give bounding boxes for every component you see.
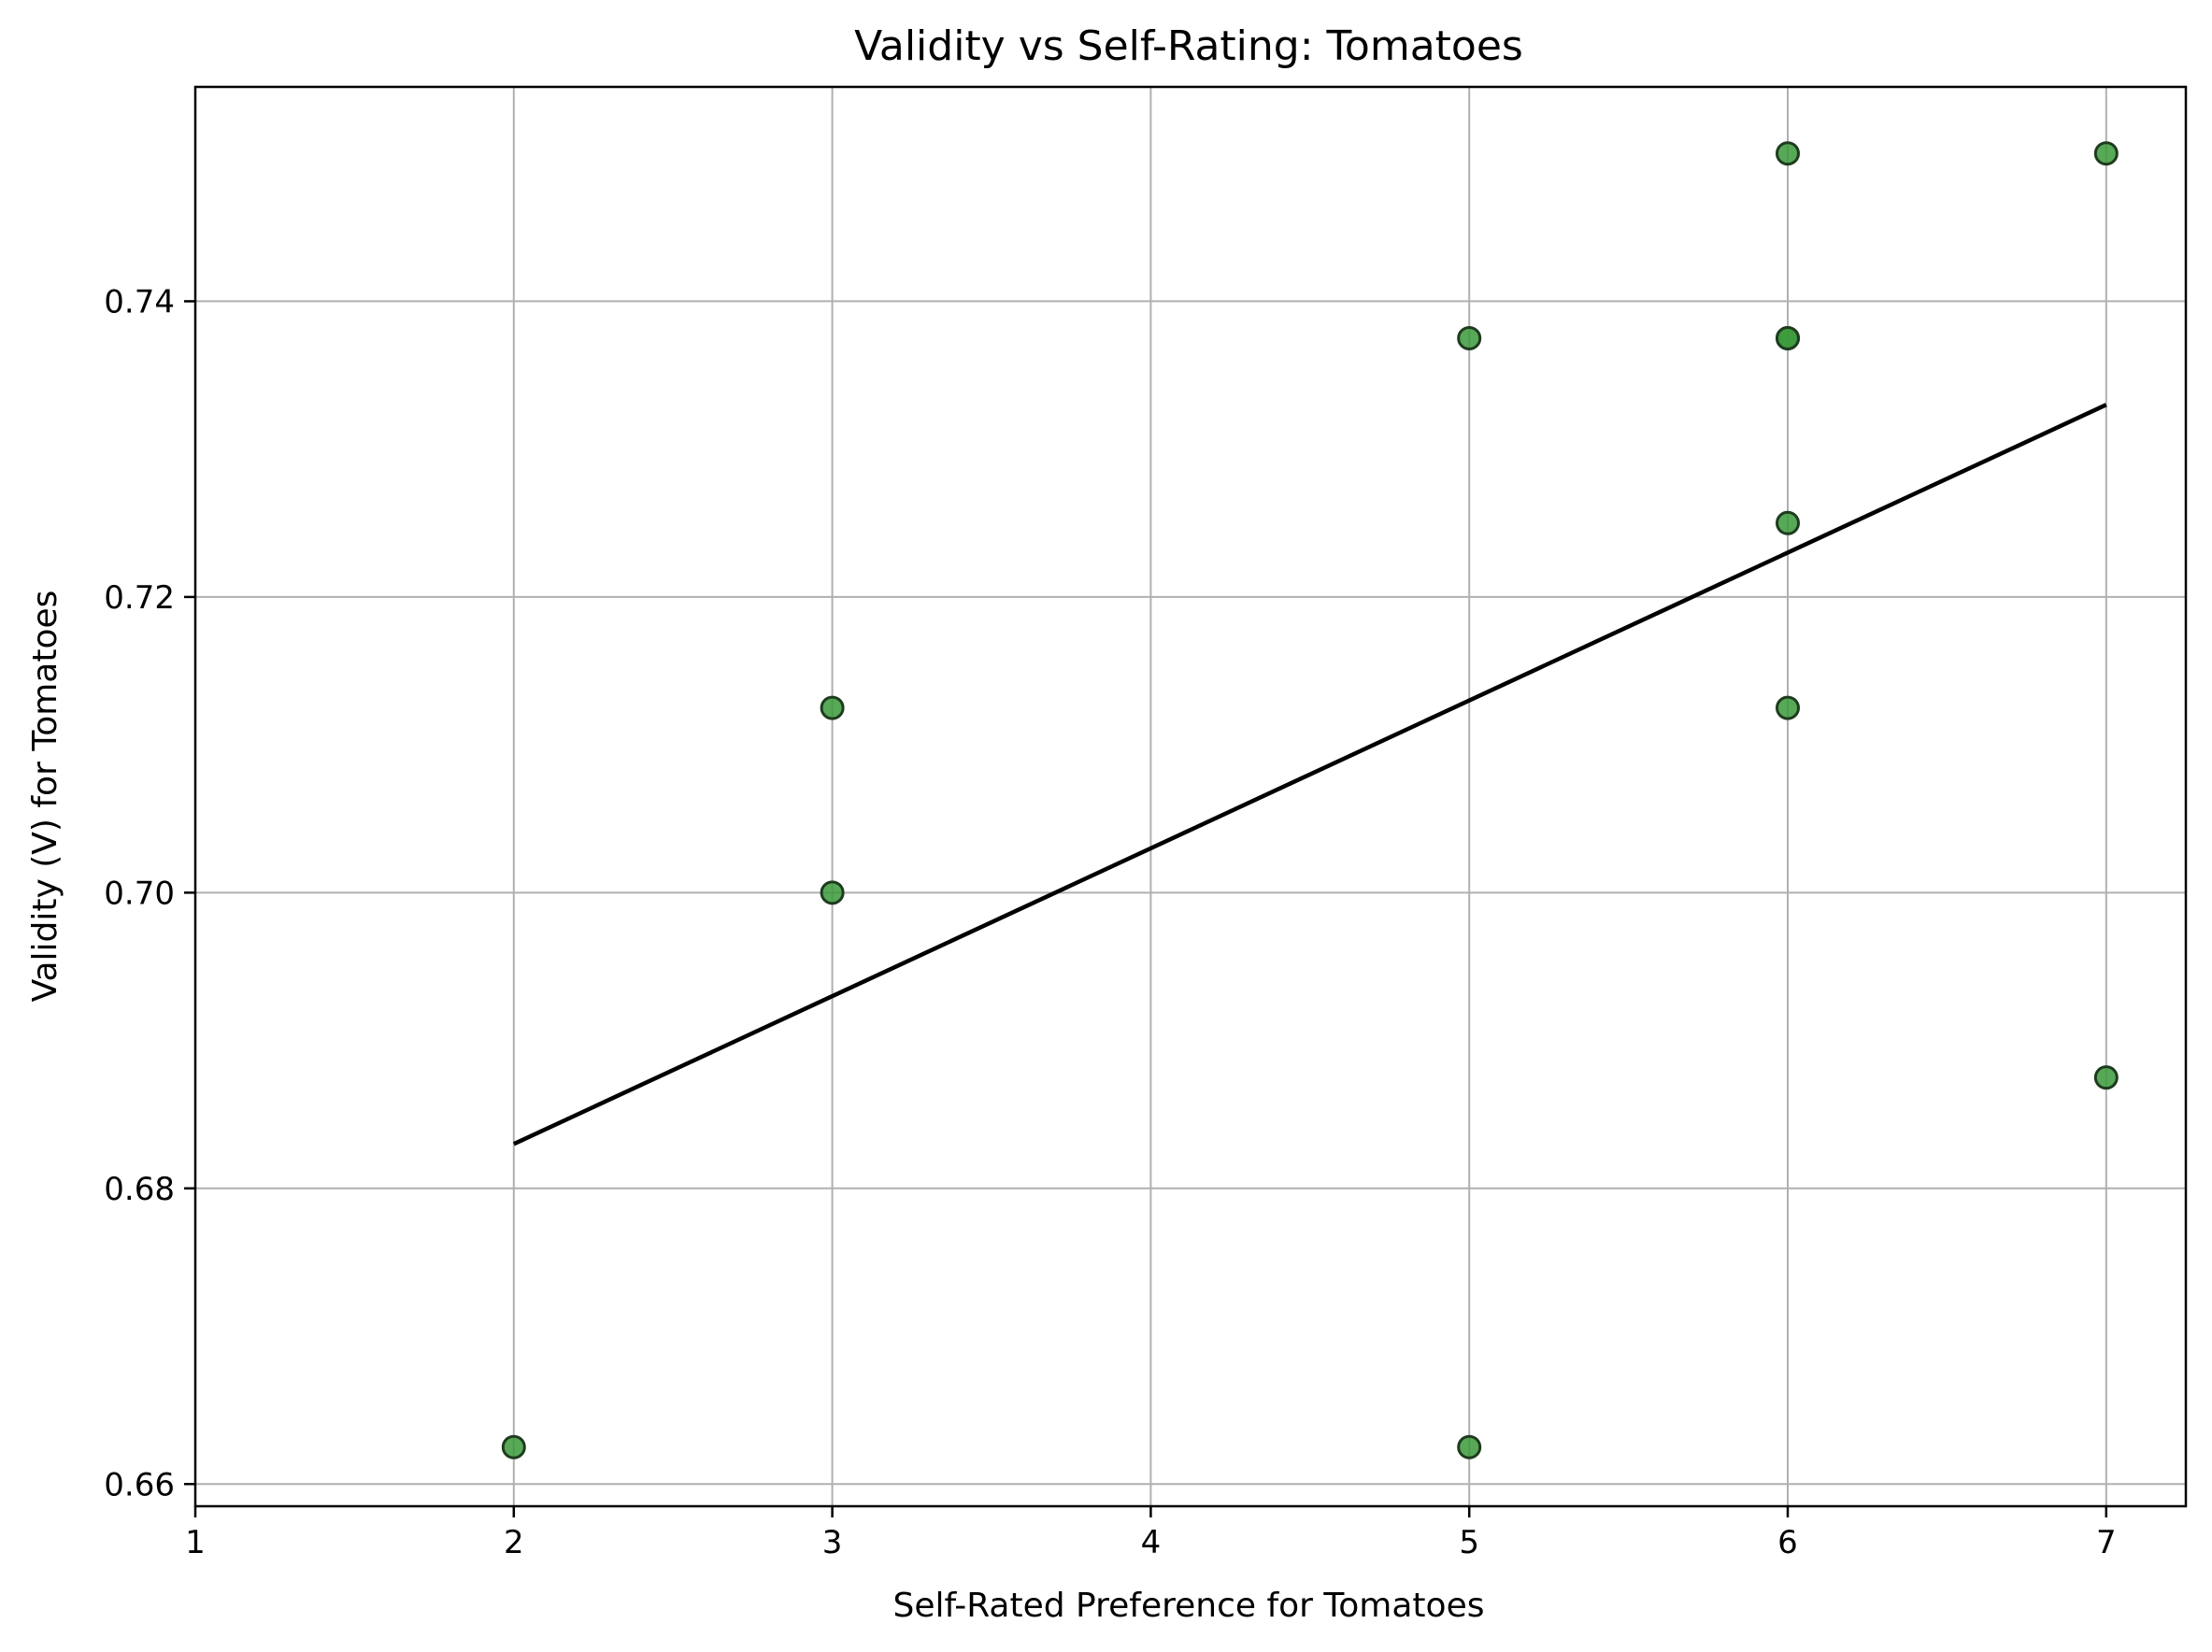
x-axis-label: Self-Rated Preference for Tomatoes <box>893 1587 1485 1625</box>
x-tick-label: 7 <box>2096 1524 2117 1561</box>
grid-lines <box>194 87 2186 1506</box>
y-tick-label: 0.72 <box>104 579 175 617</box>
data-point <box>1776 325 1800 350</box>
chart-title: Validity vs Self-Rating: Tomatoes <box>854 22 1523 70</box>
y-tick-label: 0.74 <box>104 283 175 320</box>
trendline-group <box>512 403 2107 1146</box>
data-point <box>820 695 845 720</box>
data-point <box>501 1434 526 1460</box>
x-tick-label: 1 <box>185 1524 206 1561</box>
x-tick-label: 3 <box>822 1524 843 1561</box>
data-point <box>1457 1434 1482 1460</box>
x-tick-label: 4 <box>1141 1524 1162 1561</box>
y-tick-label: 0.70 <box>104 875 175 912</box>
data-point <box>1776 141 1800 166</box>
data-point <box>2093 1065 2119 1090</box>
y-tick-label: 0.66 <box>104 1466 175 1503</box>
trendline <box>512 403 2107 1146</box>
plot-area-frame <box>193 85 2188 1508</box>
y-axis-label: Validity (V) for Tomatoes <box>26 591 64 1003</box>
data-point <box>1457 325 1482 350</box>
data-point <box>1776 510 1800 535</box>
data-points <box>501 141 2119 1460</box>
data-point <box>1776 695 1800 720</box>
data-point <box>2093 141 2119 166</box>
x-tick-label: 6 <box>1777 1524 1798 1561</box>
x-tick-label: 5 <box>1459 1524 1479 1561</box>
data-point <box>820 880 845 905</box>
y-tick-label: 0.68 <box>104 1171 175 1208</box>
x-tick-label: 2 <box>504 1524 524 1561</box>
axis-ticks: 1 2 3 4 5 6 7 0.66 0.68 0.70 0.72 0.74 <box>104 283 2116 1561</box>
